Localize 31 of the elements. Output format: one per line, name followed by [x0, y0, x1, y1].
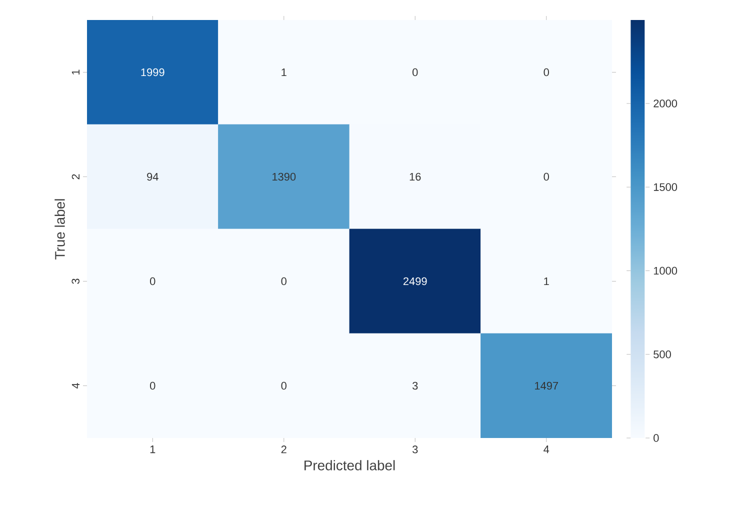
data-label: 0	[544, 172, 549, 181]
data-label: 0	[150, 382, 156, 390]
color-bar-label: 1500	[654, 183, 678, 191]
data-label: 0	[281, 277, 286, 286]
data-label: 2499	[403, 277, 427, 286]
x-tick-label: 2	[281, 446, 286, 454]
x-tick-label: 4	[544, 446, 550, 454]
data-label: 0	[544, 68, 549, 76]
x-tick-label: 3	[412, 446, 418, 454]
y-tick-label: 2	[72, 174, 80, 180]
y-tick-label: 1	[72, 70, 80, 74]
data-label: 3	[412, 382, 418, 390]
data-label: 16	[410, 172, 421, 181]
color-bar-label: 1000	[654, 266, 678, 275]
y-axis-title: True label	[54, 199, 65, 260]
y-tick-label: 3	[72, 278, 80, 284]
color-bar-label: 2000	[654, 100, 678, 108]
data-label: 0	[150, 277, 156, 286]
data-label: 1	[544, 277, 549, 286]
color-bar-label: 0	[654, 434, 659, 442]
data-label: 1390	[272, 172, 296, 181]
data-label: 0	[412, 68, 418, 76]
y-tick-label: 4	[72, 383, 80, 389]
data-label: 1	[282, 68, 286, 76]
data-label: 1999	[141, 68, 164, 76]
color-bar-label: 500	[654, 350, 671, 358]
data-label: 0	[281, 382, 286, 390]
data-label: 94	[147, 172, 158, 181]
data-label: 1497	[535, 382, 558, 390]
x-axis-title: Predicted label	[304, 460, 395, 470]
x-tick-label: 1	[150, 446, 156, 454]
